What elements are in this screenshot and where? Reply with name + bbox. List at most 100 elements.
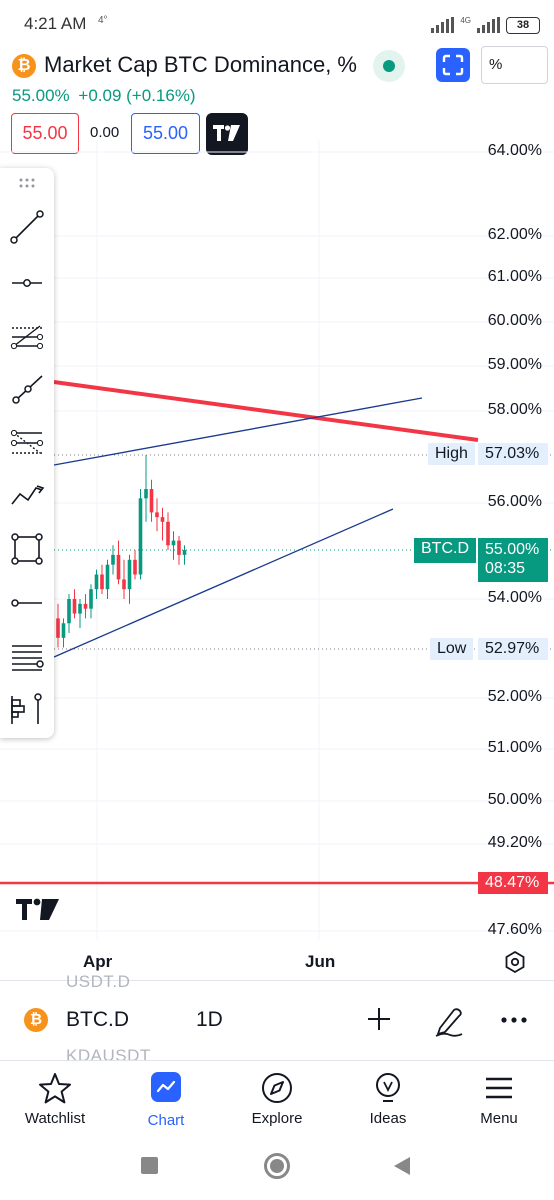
back-button[interactable] xyxy=(394,1157,410,1175)
tradingview-logo-icon xyxy=(213,125,240,141)
drawing-pen-icon[interactable] xyxy=(432,1004,466,1038)
candle-body xyxy=(83,603,88,609)
candle-body xyxy=(149,489,154,513)
star-icon xyxy=(39,1073,71,1104)
upper-channel-line xyxy=(53,397,423,466)
nav-explore-label: Explore xyxy=(251,1110,303,1127)
y-tick-label: 54.00% xyxy=(487,589,542,606)
horizontal-ray-tool-icon[interactable] xyxy=(8,264,46,302)
candle-body xyxy=(100,574,104,590)
spread-value: 0.00 xyxy=(90,124,120,141)
candle-body xyxy=(105,564,110,590)
nav-explore[interactable]: Explore xyxy=(227,1066,327,1134)
fib-retracement-tool-icon[interactable] xyxy=(8,424,46,462)
horizontal-line-tool-icon[interactable] xyxy=(8,584,46,622)
candle-body xyxy=(182,550,187,555)
home-button[interactable] xyxy=(264,1153,290,1179)
candle-body xyxy=(56,618,60,638)
y-tick-label: 50.00% xyxy=(487,791,542,808)
nav-menu[interactable]: Menu xyxy=(449,1066,549,1134)
candle-body xyxy=(177,540,181,555)
sell-button[interactable]: 55.00 xyxy=(11,113,79,154)
candle-body xyxy=(133,559,137,575)
nav-watchlist[interactable]: Watchlist xyxy=(5,1066,105,1134)
last-price-value: 55.00% xyxy=(485,541,540,558)
ray-tool-icon[interactable] xyxy=(8,370,46,408)
nav-watchlist-label: Watchlist xyxy=(24,1110,86,1127)
nav-ideas[interactable]: Ideas xyxy=(338,1066,438,1134)
fullscreen-button[interactable] xyxy=(436,48,470,82)
y-tick-label: 64.00% xyxy=(487,142,542,159)
ghost-symbol-above: USDT.D xyxy=(66,972,131,991)
tradingview-logo-button[interactable] xyxy=(206,113,248,155)
bitcoin-icon: ₿ xyxy=(24,1008,48,1032)
nav-menu-label: Menu xyxy=(480,1110,518,1127)
tradingview-watermark-icon xyxy=(16,898,59,920)
lower-channel-line xyxy=(53,508,394,658)
ghost-symbol-below: KDAUSDT xyxy=(66,1046,151,1065)
fullscreen-icon xyxy=(442,54,464,76)
y-tick-label: 59.00% xyxy=(487,356,542,373)
x-tick-apr: Apr xyxy=(83,952,113,971)
menu-icon xyxy=(486,1077,512,1099)
price-chart[interactable] xyxy=(0,140,554,940)
candle-body xyxy=(116,554,121,580)
axis-separator xyxy=(0,980,554,981)
y-tick-label: 61.00% xyxy=(487,268,542,285)
candle-body xyxy=(72,599,77,614)
chart-settings-icon[interactable] xyxy=(503,950,527,974)
chart-icon xyxy=(151,1072,181,1102)
bar-countdown: 08:35 xyxy=(485,560,526,577)
trend-line-tool-icon[interactable] xyxy=(8,208,46,246)
nav-chart-label: Chart xyxy=(147,1112,185,1129)
y-tick-label: 49.20% xyxy=(487,834,542,851)
high-value: 57.03% xyxy=(478,443,548,465)
pattern-tool-icon[interactable] xyxy=(8,476,46,514)
candle-body xyxy=(171,540,176,546)
x-tick-jun: Jun xyxy=(305,952,336,971)
unit-button[interactable]: % xyxy=(481,46,548,84)
drag-handle-icon[interactable] xyxy=(8,174,46,194)
battery-icon: 38 xyxy=(506,16,540,34)
status-time: 4:21 AM xyxy=(24,14,87,33)
current-price: 55.00% xyxy=(12,86,70,105)
drawing-toolbar xyxy=(0,168,54,738)
price-summary: 55.00% +0.09 (+0.16%) xyxy=(12,86,196,106)
candle-body xyxy=(166,521,170,546)
candle-body xyxy=(138,498,143,575)
lightbulb-icon xyxy=(376,1073,400,1102)
y-tick-label: 51.00% xyxy=(487,739,542,756)
nav-ideas-label: Ideas xyxy=(369,1110,407,1127)
low-label: Low xyxy=(430,638,474,660)
symbol-title[interactable]: Market Cap BTC Dominance, % xyxy=(44,52,357,77)
last-price-tag: 55.00% 08:35 xyxy=(478,538,548,582)
compass-icon xyxy=(262,1073,292,1103)
y-tick-label: 52.00% xyxy=(487,688,542,705)
rectangle-tool-icon[interactable] xyxy=(8,530,46,568)
candle-body xyxy=(94,574,99,590)
add-icon[interactable] xyxy=(364,1004,394,1034)
parallel-channel-tool-icon[interactable] xyxy=(8,638,46,676)
buy-button[interactable]: 55.00 xyxy=(131,113,200,154)
gann-fan-tool-icon[interactable] xyxy=(8,318,46,356)
recents-button[interactable] xyxy=(141,1157,158,1174)
interval-selector[interactable]: 1D xyxy=(196,1008,223,1031)
status-small-icon: 4° xyxy=(98,15,108,26)
signal-icon-2 xyxy=(477,17,500,33)
network-type: 4G xyxy=(460,16,471,25)
high-label: High xyxy=(428,443,475,465)
status-bar: 4:21 AM 4° 4G 38 xyxy=(0,0,554,50)
candle-body xyxy=(89,589,93,609)
y-tick-label: 56.00% xyxy=(487,493,542,510)
y-tick-label: 60.00% xyxy=(487,312,542,329)
y-tick-label: 47.60% xyxy=(487,921,542,938)
symbol-selector[interactable]: BTC.D xyxy=(66,1008,129,1031)
y-tick-label: 58.00% xyxy=(487,401,542,418)
nav-chart[interactable]: Chart xyxy=(116,1066,216,1134)
long-short-position-tool-icon[interactable] xyxy=(8,690,46,728)
symbol-price-tag: BTC.D xyxy=(414,538,476,563)
market-status-icon[interactable] xyxy=(373,50,405,82)
candle-body xyxy=(144,489,148,499)
more-icon[interactable] xyxy=(498,1004,530,1036)
y-tick-label: 62.00% xyxy=(487,226,542,243)
